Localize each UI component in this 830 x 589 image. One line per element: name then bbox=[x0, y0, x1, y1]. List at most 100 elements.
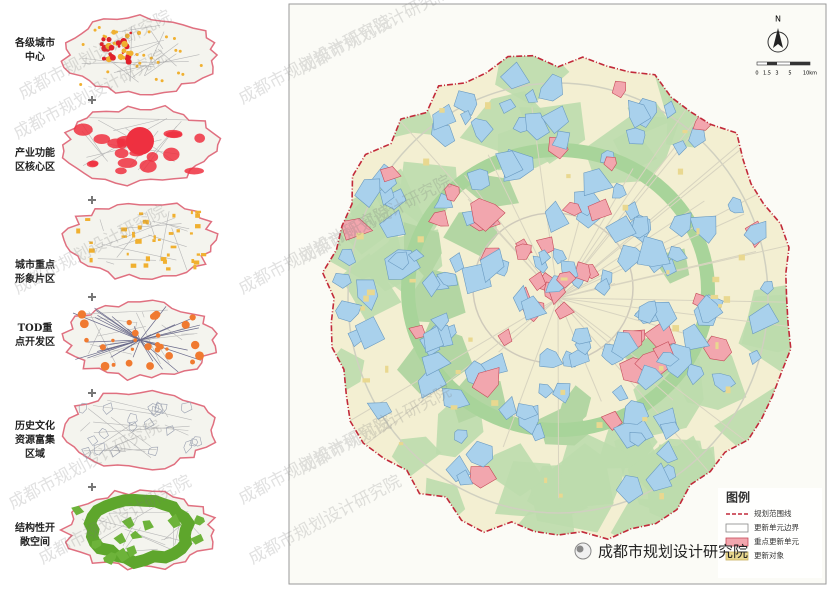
scale-bar bbox=[790, 62, 810, 65]
green-wedge bbox=[142, 520, 154, 531]
scale-label: 3 bbox=[775, 71, 778, 77]
renewal-unit bbox=[611, 384, 629, 402]
image-area bbox=[195, 213, 200, 218]
metro-line bbox=[97, 315, 141, 341]
thumbnail-road bbox=[171, 227, 188, 270]
core-area bbox=[146, 152, 159, 162]
panel-label-line: TOD重 bbox=[18, 321, 53, 334]
renewal-object bbox=[725, 386, 731, 394]
image-area bbox=[176, 229, 180, 233]
renewal-unit bbox=[672, 140, 687, 156]
center-dot bbox=[125, 57, 129, 61]
center-dot bbox=[135, 64, 139, 68]
metro-line bbox=[122, 339, 141, 352]
renewal-object bbox=[560, 277, 568, 281]
thumbnail-road bbox=[88, 327, 101, 355]
thumbnail-road bbox=[124, 528, 166, 546]
plus-sign bbox=[88, 196, 96, 204]
tod-area bbox=[189, 314, 196, 321]
thumbnail-road bbox=[152, 220, 190, 230]
thumbnail-road bbox=[106, 261, 115, 265]
core-area bbox=[116, 135, 135, 147]
tod-area bbox=[190, 359, 196, 365]
renewal-unit bbox=[453, 90, 478, 116]
thumbnail-road bbox=[174, 526, 180, 545]
renewal-unit bbox=[669, 212, 692, 238]
heritage-area bbox=[191, 436, 203, 447]
center-dot bbox=[199, 63, 203, 67]
image-area bbox=[76, 228, 81, 234]
image-area bbox=[132, 234, 136, 238]
center-dot bbox=[126, 51, 130, 55]
center-dot bbox=[178, 49, 182, 53]
renewal-unit bbox=[645, 462, 673, 492]
tod-area bbox=[155, 333, 161, 338]
thumbnail-road bbox=[150, 30, 164, 50]
thumbnail-road bbox=[81, 309, 168, 315]
key-renewal-unit bbox=[515, 243, 532, 260]
wechat-icon bbox=[576, 545, 584, 553]
heritage-area bbox=[102, 402, 113, 415]
center-dot bbox=[115, 40, 122, 46]
tod-area bbox=[125, 359, 133, 367]
green-wedge bbox=[167, 513, 182, 529]
renewal-unit bbox=[540, 105, 569, 135]
tod-area bbox=[130, 347, 135, 351]
renewal-unit bbox=[656, 440, 678, 464]
thumbnail-road bbox=[88, 311, 116, 364]
tod-area bbox=[165, 351, 173, 360]
renewal-unit bbox=[743, 220, 767, 245]
renewal-unit bbox=[583, 168, 614, 197]
road bbox=[557, 297, 791, 304]
tod-area bbox=[126, 319, 132, 326]
image-area bbox=[166, 253, 170, 257]
renewal-unit bbox=[615, 475, 644, 504]
renewal-object bbox=[738, 254, 745, 261]
green-space bbox=[511, 510, 576, 540]
image-area bbox=[191, 259, 195, 264]
image-area bbox=[189, 232, 193, 235]
center-dot bbox=[149, 56, 153, 60]
panel-label-line: 敞空间 bbox=[20, 535, 50, 548]
thumbnail-road bbox=[83, 449, 157, 452]
image-area bbox=[162, 259, 167, 264]
tod-area bbox=[195, 351, 204, 361]
image-area bbox=[172, 213, 176, 218]
renewal-object bbox=[362, 378, 370, 383]
center-dot bbox=[81, 43, 85, 47]
thumbnail-road bbox=[88, 517, 194, 545]
thumbnail bbox=[60, 14, 219, 96]
thumbnail-road bbox=[93, 425, 190, 433]
image-area bbox=[88, 248, 95, 253]
road bbox=[557, 179, 785, 299]
image-area bbox=[121, 227, 128, 232]
tod-area bbox=[144, 343, 152, 351]
legend-label: 更新对象 bbox=[754, 550, 784, 560]
renewal-object bbox=[666, 270, 670, 275]
panel-label-line: 点开发区 bbox=[15, 335, 55, 348]
road bbox=[502, 297, 559, 448]
center-dot bbox=[129, 31, 133, 35]
core-area bbox=[88, 160, 99, 167]
center-dot bbox=[156, 60, 160, 64]
renewal-unit bbox=[612, 182, 627, 199]
renewal-object bbox=[672, 325, 680, 332]
legend-symbol bbox=[725, 523, 749, 533]
tod-area bbox=[154, 346, 161, 353]
heritage-area bbox=[154, 403, 168, 414]
center-dot bbox=[101, 37, 106, 42]
image-area bbox=[152, 239, 156, 243]
renewal-unit bbox=[605, 215, 637, 243]
center-dot bbox=[111, 29, 117, 35]
thumbnail-road bbox=[159, 404, 169, 418]
tod-area bbox=[111, 338, 115, 343]
thumbnail-road bbox=[99, 219, 104, 232]
key-renewal-unit bbox=[535, 236, 555, 256]
panel-label-line: 资源富集 bbox=[15, 433, 56, 446]
tod-area bbox=[79, 319, 89, 329]
center-dot bbox=[93, 28, 97, 32]
panel-label-line: 中心 bbox=[25, 50, 45, 63]
plus-sign bbox=[88, 483, 96, 491]
panel-label: 城市重点形象片区 bbox=[15, 258, 55, 285]
